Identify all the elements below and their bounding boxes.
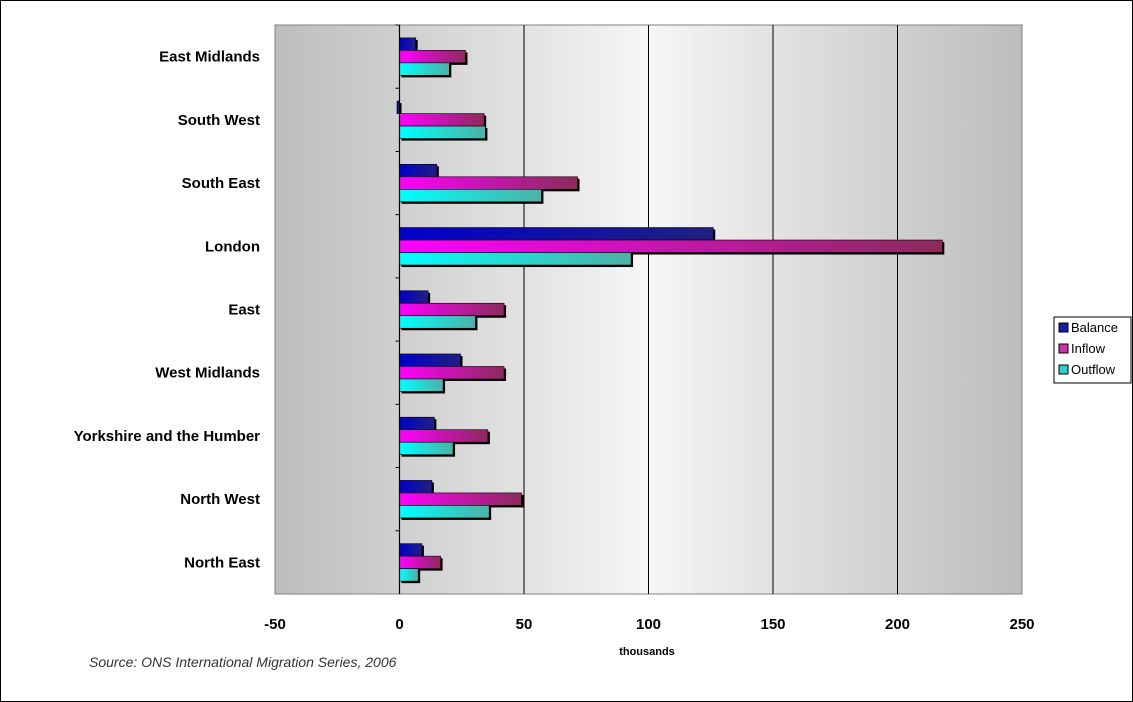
bar-inflow bbox=[399, 113, 485, 127]
legend-label-outflow: Outflow bbox=[1071, 362, 1116, 377]
legend-swatch-outflow bbox=[1058, 364, 1069, 375]
bar-outflow bbox=[399, 568, 419, 582]
category-label: North East bbox=[184, 554, 260, 571]
bar-inflow bbox=[399, 302, 505, 317]
category-label: North West bbox=[180, 491, 260, 508]
x-tick-label: -50 bbox=[264, 616, 286, 633]
x-axis-title: thousands bbox=[619, 646, 675, 658]
bar-outflow bbox=[399, 189, 542, 203]
bar-outflow bbox=[399, 125, 486, 139]
bar-balance bbox=[399, 290, 429, 304]
bar-inflow bbox=[399, 239, 943, 253]
legend-swatch-balance bbox=[1058, 322, 1069, 333]
legend-label-balance: Balance bbox=[1071, 320, 1118, 335]
axes bbox=[395, 24, 401, 594]
bar-outflow bbox=[399, 505, 490, 519]
bar-balance bbox=[399, 164, 438, 178]
bar-inflow bbox=[399, 555, 441, 569]
x-tick-label: 200 bbox=[885, 616, 910, 633]
labels: -50 0 50 100 150 200 250 East Midlands South Wes… bbox=[74, 49, 1035, 633]
x-tick-label: 0 bbox=[395, 616, 403, 633]
bar-inflow bbox=[399, 492, 522, 506]
bar-outflow bbox=[399, 315, 476, 329]
legend-label-inflow: Inflow bbox=[1071, 341, 1106, 356]
bar-balance bbox=[399, 353, 461, 367]
bar-balance bbox=[399, 543, 423, 557]
bar-outflow bbox=[399, 252, 632, 266]
bar-outflow bbox=[399, 378, 444, 392]
x-tick-label: 250 bbox=[1009, 616, 1034, 633]
bar-balance bbox=[399, 480, 433, 494]
bars bbox=[396, 37, 945, 584]
source-note: Source: ONS International Migration Seri… bbox=[89, 654, 397, 670]
x-tick-label: 150 bbox=[760, 616, 785, 633]
x-tick-label: 50 bbox=[516, 616, 533, 633]
category-label: East bbox=[228, 302, 260, 319]
bar-outflow bbox=[399, 62, 450, 76]
bar-balance bbox=[399, 37, 416, 51]
bar-shadow bbox=[399, 103, 402, 116]
category-label: South East bbox=[182, 175, 260, 192]
bar-balance bbox=[399, 416, 435, 430]
legend-swatch-inflow bbox=[1058, 343, 1069, 354]
legend: Balance Inflow Outflow bbox=[1053, 316, 1132, 384]
x-tick-label: 100 bbox=[636, 616, 661, 633]
category-label: South West bbox=[178, 112, 260, 129]
category-label: Yorkshire and the Humber bbox=[74, 428, 261, 445]
bar-inflow bbox=[399, 176, 578, 190]
bar-inflow bbox=[399, 429, 489, 443]
category-label: London bbox=[205, 238, 260, 255]
bar-outflow bbox=[399, 441, 454, 455]
category-label: West Midlands bbox=[155, 365, 260, 382]
bar-inflow bbox=[399, 50, 466, 64]
bar-inflow bbox=[399, 366, 505, 380]
category-label: East Midlands bbox=[159, 49, 260, 66]
bar-balance bbox=[399, 227, 714, 241]
